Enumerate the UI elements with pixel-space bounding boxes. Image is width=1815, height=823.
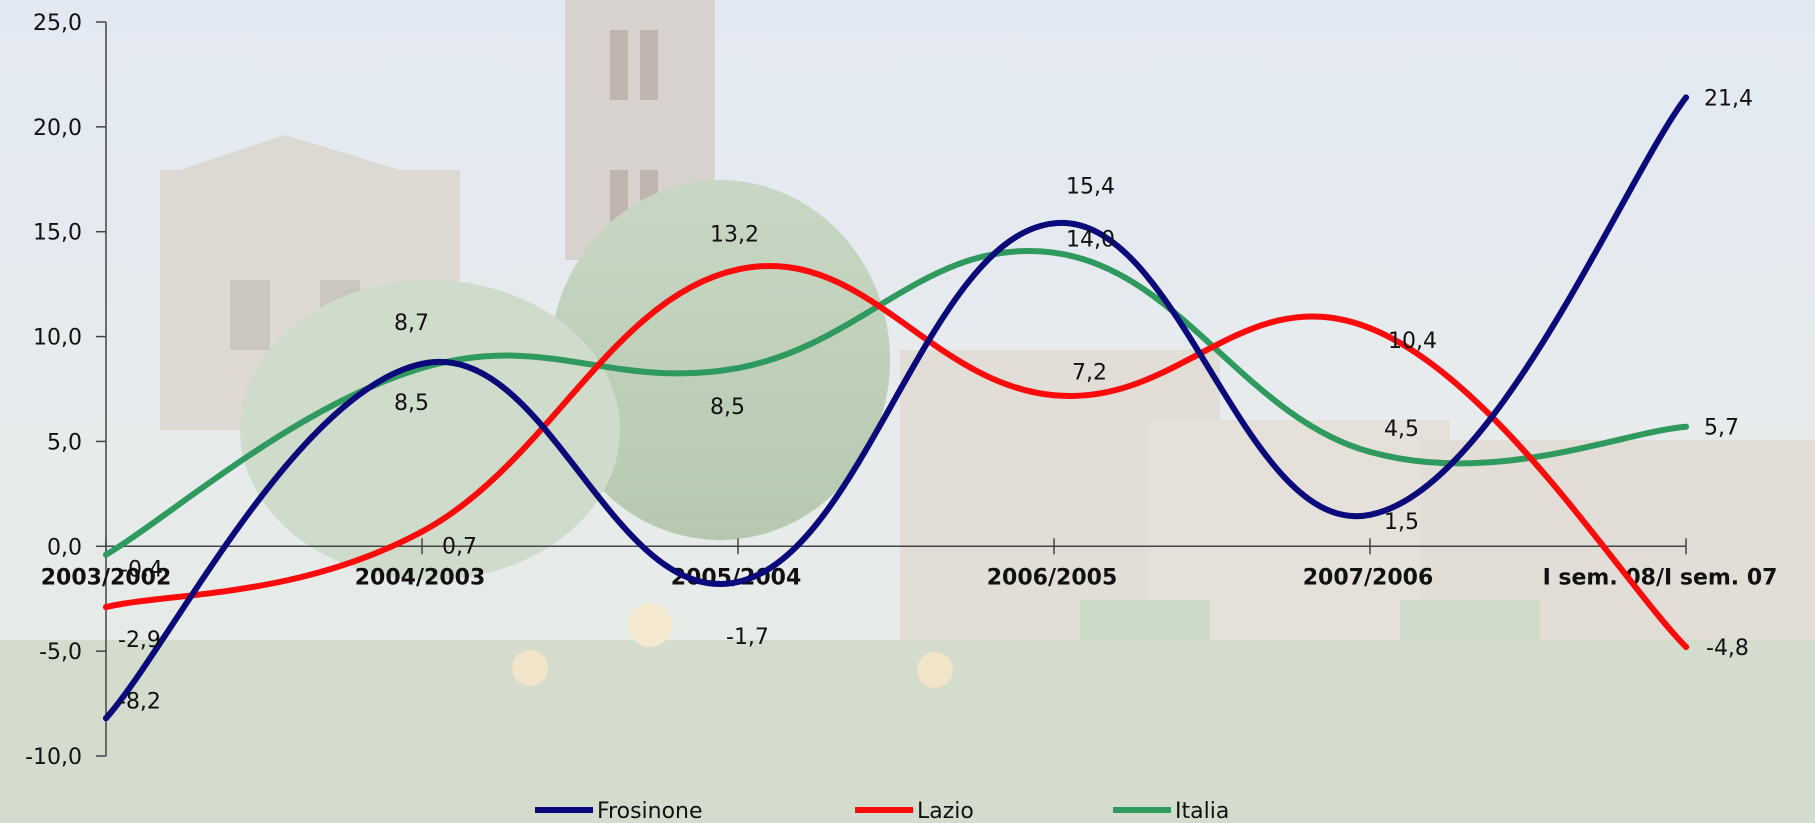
data-point-lazio <box>1051 392 1057 399</box>
x-category-label: 2007/2006 <box>1303 565 1434 590</box>
axes: -10,0 -5,0 0,0 5,0 10,0 15,0 20,0 25,0 2003/2002… <box>25 11 1777 770</box>
data-label-lazio: 10,4 <box>1388 329 1437 354</box>
data-point-italia <box>735 365 741 372</box>
data-point-lazio <box>1367 325 1373 332</box>
data-point-italia <box>103 551 109 558</box>
y-tick-label: -5,0 <box>39 640 82 665</box>
data-label-lazio: -4,8 <box>1706 636 1749 661</box>
data-point-frosinone <box>1051 220 1057 227</box>
x-category-label: I sem. 08/I sem. 07 <box>1543 565 1778 590</box>
y-tick-label: 15,0 <box>33 221 82 246</box>
data-label-frosinone: -1,7 <box>726 625 769 650</box>
data-label-frosinone: 8,7 <box>394 311 429 336</box>
data-point-frosinone <box>103 715 109 722</box>
legend-label-italia: Italia <box>1175 799 1229 823</box>
data-point-italia <box>1051 249 1057 256</box>
data-label-italia: -0,4 <box>120 558 163 583</box>
y-tick-label: 10,0 <box>33 326 82 351</box>
data-label-frosinone: 15,4 <box>1066 174 1115 199</box>
data-point-frosinone <box>1683 94 1689 101</box>
data-point-frosinone <box>419 360 425 367</box>
data-point-lazio <box>103 604 109 611</box>
series-line-lazio <box>103 263 1689 650</box>
legend-label-lazio: Lazio <box>917 799 974 823</box>
data-point-lazio <box>419 528 425 535</box>
series-layer <box>103 94 1689 722</box>
legend-label-frosinone: Frosinone <box>597 799 703 823</box>
data-label-frosinone: 1,5 <box>1384 510 1419 535</box>
y-tick-label: 25,0 <box>33 11 82 36</box>
x-category-label: 2006/2005 <box>987 565 1118 590</box>
data-label-lazio: 13,2 <box>710 222 759 247</box>
y-tick-label: 0,0 <box>47 535 82 560</box>
data-point-lazio <box>1683 643 1689 650</box>
data-label-lazio: 0,7 <box>442 535 477 560</box>
data-label-italia: 4,5 <box>1384 417 1419 442</box>
legend: Frosinone Lazio Italia <box>535 799 1229 823</box>
data-label-frosinone: 21,4 <box>1704 86 1753 111</box>
data-label-lazio: -2,9 <box>118 628 161 653</box>
data-label-italia: 5,7 <box>1704 416 1739 441</box>
series-line-frosinone <box>103 94 1689 722</box>
y-tick-label: -10,0 <box>25 745 82 770</box>
data-label-italia: 14,0 <box>1066 228 1115 253</box>
data-labels: -8,2 8,7 -1,7 15,4 1,5 21,4 -2,9 0,7 13,2 7,2 10,4… <box>118 86 1753 714</box>
x-category-label: 2003/2002 <box>41 565 172 590</box>
data-label-frosinone: -8,2 <box>118 689 161 714</box>
data-label-italia: 8,5 <box>710 395 745 420</box>
data-point-frosinone <box>735 578 741 585</box>
data-label-italia: 8,5 <box>394 391 429 416</box>
data-point-italia <box>1683 423 1689 430</box>
y-tick-label: 20,0 <box>33 116 82 141</box>
x-category-label: 2004/2003 <box>355 565 486 590</box>
data-point-italia <box>1367 448 1373 455</box>
data-label-lazio: 7,2 <box>1072 360 1107 385</box>
y-tick-label: 5,0 <box>47 430 82 455</box>
data-point-frosinone <box>1367 511 1373 518</box>
data-point-lazio <box>735 266 741 273</box>
